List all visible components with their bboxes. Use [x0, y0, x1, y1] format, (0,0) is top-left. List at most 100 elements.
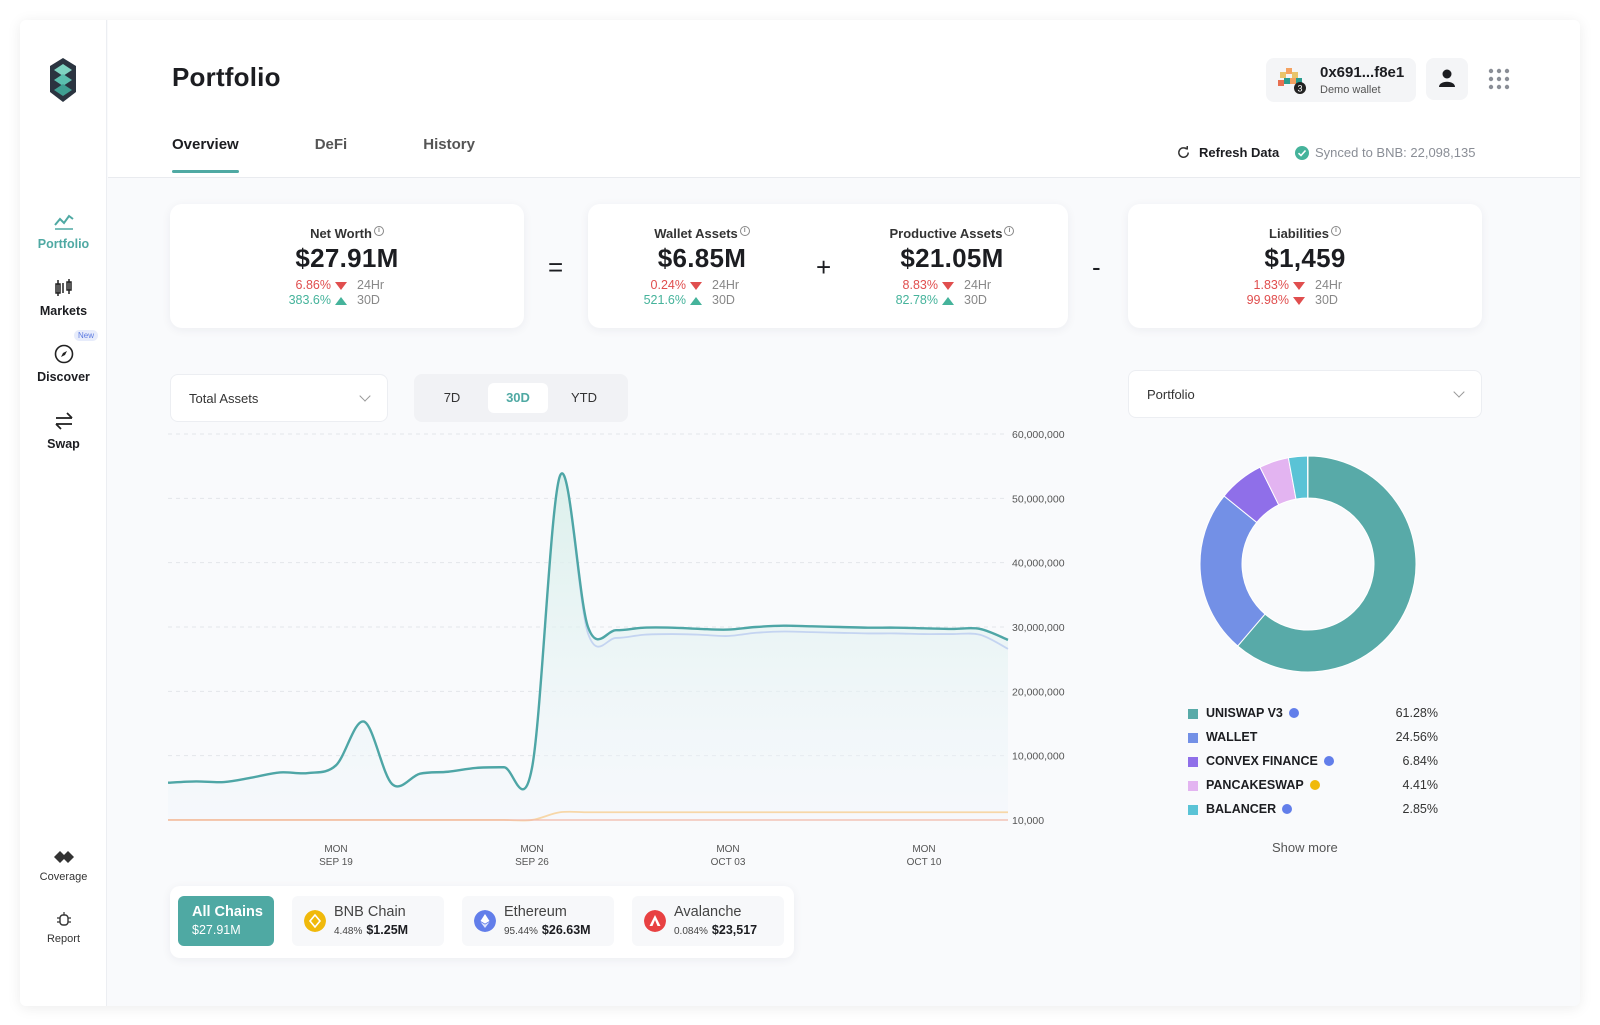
info-icon[interactable]: i [373, 226, 384, 236]
candlestick-icon [54, 279, 72, 296]
legend-row[interactable]: BALANCER 2.85% [1188, 800, 1438, 824]
productive-assets-stat: Productive Assets i $21.05M 8.83% 24Hr 82.… [842, 204, 1062, 308]
down-arrow-icon [1293, 296, 1305, 305]
legend-row[interactable]: WALLET 24.56% [1188, 728, 1438, 752]
tab-history[interactable]: History [423, 136, 475, 153]
info-icon[interactable]: i [739, 226, 750, 236]
legend-row[interactable]: CONVEX FINANCE 6.84% [1188, 752, 1438, 776]
apps-grid-icon[interactable] [1486, 66, 1512, 92]
stat-label: Wallet Assets i [588, 226, 816, 241]
app-logo-icon[interactable] [48, 56, 78, 104]
legend-swatch [1188, 709, 1198, 719]
equals-sign: = [548, 252, 564, 282]
tab-defi[interactable]: DeFi [314, 136, 348, 153]
show-more-link[interactable]: Show more [1272, 840, 1338, 855]
info-icon[interactable]: i [1330, 226, 1341, 236]
legend-name: PANCAKESWAP [1206, 778, 1304, 792]
period-24h: 24Hr [357, 278, 385, 292]
bnb-chain-icon [1309, 780, 1320, 790]
chain-pct: 0.084% [674, 926, 708, 937]
up-arrow-icon [335, 296, 347, 305]
legend-swatch [1188, 757, 1198, 767]
series-line-0[interactable] [168, 472, 1009, 791]
wallet-assets-stat: Wallet Assets i $6.85M 0.24% 24Hr 521.6% 30… [588, 204, 816, 308]
legend-pct: 2.85% [1402, 802, 1438, 816]
sidebar-item-coverage[interactable]: Coverage [20, 848, 107, 883]
legend-row[interactable]: PANCAKESWAP 4.41% [1188, 776, 1438, 800]
refresh-data-button[interactable]: Refresh Data [1176, 145, 1279, 160]
change-30d: 82.78% [895, 293, 938, 307]
wallet-assets-label: Wallet Assets [654, 226, 738, 241]
productive-assets-label: Productive Assets [889, 226, 1003, 241]
legend-row[interactable]: UNISWAP V3 61.28% [1188, 704, 1438, 728]
sidebar-item-report[interactable]: Report [20, 910, 107, 945]
chain-value: $27.91M [192, 923, 241, 937]
range-30d-button[interactable]: 30D [488, 383, 548, 413]
range-ytd-button[interactable]: YTD [571, 390, 597, 405]
down-arrow-icon [690, 281, 702, 290]
stat-label: Productive Assets i [842, 226, 1062, 241]
legend-swatch [1188, 805, 1198, 815]
asset-type-value: Total Assets [189, 390, 259, 406]
chain-pct: 4.48% [334, 926, 363, 937]
sidebar-item-discover[interactable]: New Discover [20, 330, 107, 384]
chain-name: All Chains [192, 904, 263, 920]
portfolio-area-chart: 60,000,000 50,000,000 40,000,000 30,000,000… [168, 429, 1065, 868]
y-tick-label: 20,000,000 [1012, 686, 1065, 698]
chain-bnb-button[interactable]: BNB Chain 4.48% $1.25M [292, 896, 444, 946]
donut-slice-0[interactable] [1236, 455, 1417, 673]
down-arrow-icon [942, 281, 954, 290]
chain-name: Avalanche [674, 904, 742, 920]
x-tick-label: OCT 10 [907, 857, 942, 868]
sidebar-item-label: Coverage [39, 871, 88, 883]
chain-value: $26.63M [541, 923, 591, 937]
coverage-icon [53, 851, 74, 863]
sidebar-item-swap[interactable]: Swap [20, 410, 107, 451]
portfolio-donut-chart [1199, 455, 1417, 673]
sidebar-item-portfolio[interactable]: Portfolio [20, 210, 107, 251]
chain-avalanche-button[interactable]: Avalanche 0.084% $23,517 [632, 896, 784, 946]
change-24h: 8.83% [902, 278, 938, 292]
wallet-selector[interactable]: 3 0x691...f8e1 Demo wallet [1266, 58, 1416, 102]
chain-all-button[interactable]: All Chains $27.91M [178, 896, 274, 946]
tab-overview[interactable]: Overview [172, 136, 239, 173]
swap-arrows-icon [54, 412, 73, 430]
plus-sign: + [816, 252, 832, 282]
change-24h: 6.86% [295, 278, 331, 292]
main-content: Portfolio Overview DeFi History 3 0x691.… [108, 20, 1580, 1006]
user-button[interactable] [1426, 58, 1468, 100]
minus-sign: - [1092, 252, 1101, 282]
legend-swatch [1188, 733, 1198, 743]
chain-value-row: 0.084% $23,517 [674, 923, 757, 937]
check-circle-icon [1295, 145, 1309, 160]
period-30d: 30D [1315, 293, 1338, 307]
ethereum-icon [474, 910, 496, 932]
up-arrow-icon [942, 296, 954, 305]
legend-pct: 4.41% [1402, 778, 1438, 792]
legend-pct: 24.56% [1395, 730, 1438, 744]
ethereum-icon [1323, 756, 1334, 766]
legend-pct: 61.28% [1395, 706, 1438, 720]
sidebar-item-label: Portfolio [37, 237, 90, 251]
info-icon[interactable]: i [1004, 226, 1015, 236]
x-tick-label: SEP 19 [319, 857, 353, 868]
down-arrow-icon [335, 281, 347, 290]
y-tick-label: 40,000,000 [1012, 558, 1065, 570]
tab-bar: Overview DeFi History [172, 136, 551, 173]
change-24h: 1.83% [1253, 278, 1289, 292]
range-7d-button[interactable]: 7D [443, 390, 461, 405]
period-30d: 30D [712, 293, 735, 307]
legend-name: UNISWAP V3 [1206, 706, 1283, 720]
breakdown-value: Portfolio [1147, 386, 1195, 402]
wallet-count-badge: 3 [1297, 84, 1302, 94]
y-tick-label: 10,000 [1012, 815, 1044, 827]
change-30d: 521.6% [643, 293, 686, 307]
sidebar-item-markets[interactable]: Markets [20, 277, 107, 318]
page-title: Portfolio [172, 62, 281, 92]
chain-ethereum-button[interactable]: Ethereum 95.44% $26.63M [462, 896, 614, 946]
liabilities-label: Liabilities [1269, 226, 1329, 241]
sync-status: Synced to BNB: 22,098,135 [1295, 145, 1475, 160]
asset-type-select[interactable]: Total Assets [170, 374, 388, 422]
wallet-assets-value: $6.85M [657, 243, 747, 273]
breakdown-select[interactable]: Portfolio [1128, 370, 1482, 418]
